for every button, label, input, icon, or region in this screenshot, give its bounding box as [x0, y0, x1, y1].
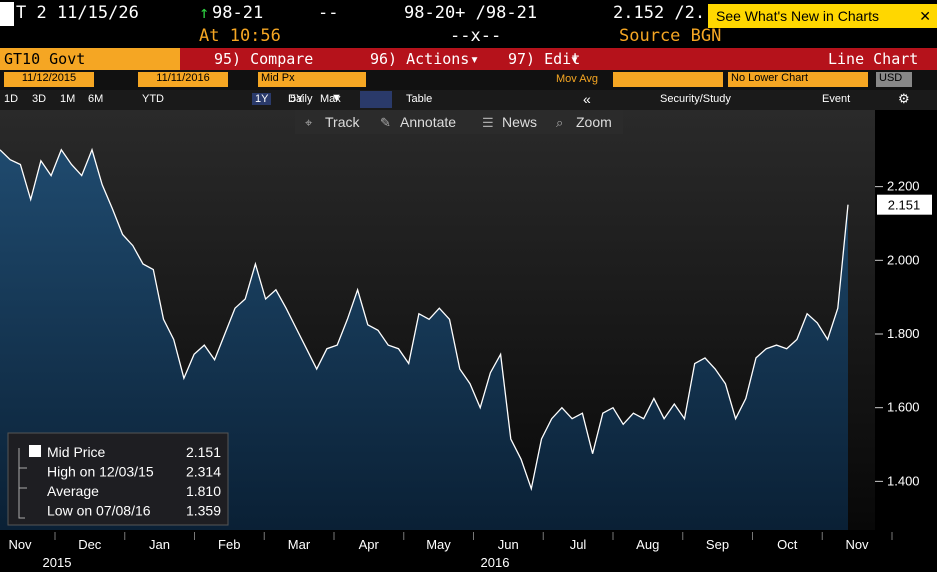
x-tick-label: Nov — [845, 537, 869, 552]
currency[interactable]: USD — [876, 72, 912, 87]
legend-value: 1.359 — [186, 503, 221, 519]
legend-tree — [18, 448, 27, 519]
legend-label: High on 12/03/15 — [47, 464, 154, 480]
last-value-box — [877, 194, 932, 215]
chart-type: Line Chart — [828, 50, 919, 68]
end-date[interactable]: 11/11/2016 — [138, 72, 228, 87]
table[interactable]: Table — [406, 93, 433, 105]
security[interactable]: GT10 Govt — [0, 48, 180, 70]
ticker: T 2 11/15/26 — [16, 3, 139, 23]
tool-icon: ✎ — [380, 115, 391, 130]
legend-value: 2.151 — [186, 444, 221, 460]
period[interactable]: 5Y — [290, 93, 304, 105]
field[interactable]: Mid Px — [258, 72, 366, 87]
frequency-arrow: ▼ — [331, 92, 342, 104]
legend-label: Average — [47, 483, 99, 499]
time: At 10:56 — [199, 26, 281, 46]
close[interactable]: ✕ — [919, 8, 931, 24]
x-tick-label: May — [426, 537, 451, 552]
last: 98-21 — [212, 3, 264, 23]
legend-swatch — [29, 445, 41, 457]
legend-bg — [7, 432, 229, 526]
y-tick-label: 1.400 — [887, 473, 920, 488]
actions-arrow: ▾ — [470, 50, 480, 68]
x-tick-label: Jun — [498, 537, 519, 552]
notice-text: See What's New in Charts — [716, 8, 879, 24]
legend-label: Low on 07/08/16 — [47, 503, 151, 519]
yield: 2.152 /2. — [613, 3, 706, 23]
tool: Track — [325, 114, 360, 130]
x-tick-label: Jul — [570, 537, 587, 552]
y-tick-label: 1.600 — [887, 400, 920, 415]
period[interactable]: 1D — [4, 93, 19, 105]
start-date[interactable]: 11/12/2015 — [4, 72, 94, 87]
x-tick-label: Dec — [78, 537, 102, 552]
mov-avg-input[interactable] — [613, 72, 723, 87]
x-tick-label: Mar — [288, 537, 311, 552]
chart: ⌖ Track ✎ Annotate ☰ News ⌕ Zoom 1.400 1.600 1.80… — [0, 110, 932, 570]
tool: Zoom — [576, 114, 612, 130]
tool-bar: ⌖ Track ✎ Annotate ☰ News ⌕ Zoom — [295, 110, 623, 134]
notice[interactable]: See What's New in Charts ✕ — [708, 4, 937, 28]
period[interactable]: 1Y — [252, 93, 272, 105]
actions[interactable]: 96) Actions — [370, 50, 470, 68]
frequency[interactable]: Daily — [288, 93, 313, 105]
study[interactable]: Security/Study — [660, 93, 731, 105]
year-label: 2016 — [481, 555, 510, 570]
line-icon[interactable] — [360, 91, 392, 108]
up-arrow: ↑ — [199, 3, 210, 23]
event[interactable]: Event — [822, 93, 851, 105]
period-row: 1D 3D 1M 6M YTD 1Y 5Y Max — [0, 90, 937, 110]
tool-icon: ⌖ — [305, 115, 313, 130]
period[interactable]: 1M — [60, 93, 76, 105]
x-tick-label: Sep — [706, 537, 729, 552]
spread: --x-- — [450, 26, 502, 46]
collapse[interactable]: « — [583, 91, 591, 107]
lower-chart[interactable]: No Lower Chart — [728, 72, 868, 87]
tool-bg — [295, 110, 623, 134]
year-label: 2015 — [43, 555, 72, 570]
legend-value: 2.314 — [186, 464, 221, 480]
tool: Annotate — [400, 114, 456, 130]
x-tick-label: Apr — [359, 537, 380, 552]
cursor — [0, 2, 14, 26]
x-tick-label: Aug — [636, 537, 659, 552]
edit-arrow: ▾ — [570, 50, 580, 68]
edit[interactable]: 97) Edit — [508, 50, 581, 68]
x-tick-label: Feb — [218, 537, 240, 552]
x-tick-label: Oct — [777, 537, 798, 552]
x-tick-label: Nov — [8, 537, 32, 552]
y-tick-label: 2.000 — [887, 252, 920, 267]
toolbar — [0, 48, 937, 70]
tool-icon: ☰ — [482, 115, 494, 130]
last-value-label: 2.151 — [888, 198, 921, 213]
quote: 98-20+ /98-21 — [404, 3, 538, 23]
period[interactable]: 3D — [32, 93, 47, 105]
tool: News — [502, 114, 537, 130]
settings[interactable]: ⚙ — [898, 91, 910, 106]
tool-icon: ⌕ — [556, 115, 563, 130]
price-line — [0, 147, 849, 492]
mov-avg: Mov Avg — [556, 73, 598, 85]
y-tick-label: 2.200 — [887, 179, 920, 194]
legend-value: 1.810 — [186, 483, 221, 499]
legend: Mid Price 2.151 High on 12/03/15 2.314 Avera… — [7, 432, 229, 526]
period[interactable]: YTD — [142, 93, 164, 105]
legend-label: Mid Price — [47, 444, 106, 460]
source: Source BGN — [619, 26, 722, 46]
change: -- — [318, 3, 339, 23]
y-tick-label: 1.800 — [887, 326, 920, 341]
period[interactable]: 6M — [88, 93, 104, 105]
compare[interactable]: 95) Compare — [214, 50, 314, 68]
period[interactable]: Max — [320, 93, 341, 105]
x-tick-label: Jan — [149, 537, 170, 552]
